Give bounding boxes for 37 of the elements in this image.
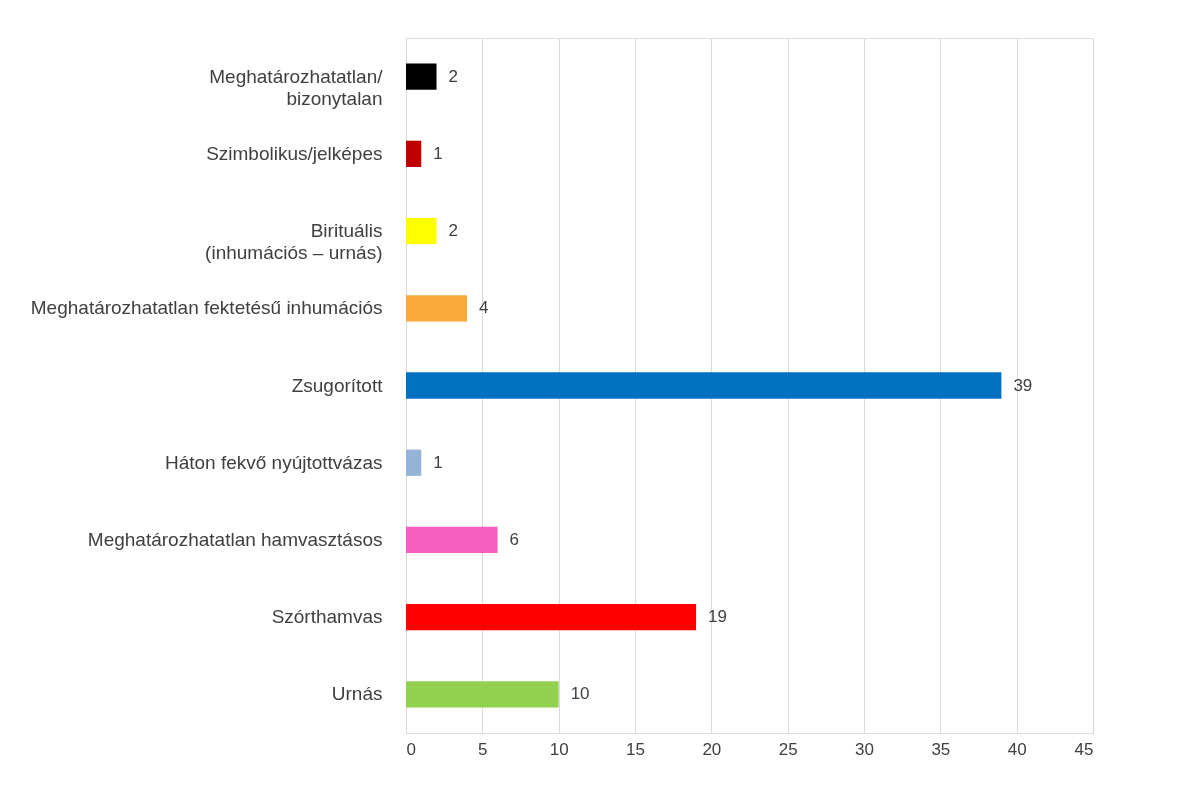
- y-tick-label: Zsugorított: [291, 374, 384, 396]
- bar: [406, 449, 422, 476]
- bar: [406, 63, 437, 90]
- y-tick-label: Szórthamvas: [271, 606, 383, 628]
- data-label: 19: [708, 607, 727, 627]
- x-tick-label: 45: [1074, 739, 1094, 759]
- y-tick-label: Birituális (inhumációs – urnás): [205, 220, 383, 264]
- x-tick-label: 30: [855, 739, 874, 759]
- y-tick-label: Meghatározhatatlan hamvasztásos: [87, 528, 383, 550]
- data-label: 1: [433, 452, 443, 472]
- y-tick-label: Háton fekvő nyújtottvázas: [164, 451, 383, 473]
- data-label: 10: [570, 684, 590, 704]
- x-tick-label: 20: [702, 739, 722, 759]
- y-tick-label: Meghatározhatatlan/ bizonytalan: [209, 65, 384, 109]
- y-tick-label: Urnás: [331, 683, 383, 705]
- data-label: 2: [448, 221, 458, 241]
- x-tick-label: 5: [478, 739, 488, 759]
- bar: [406, 604, 697, 631]
- bar: [406, 681, 559, 708]
- data-label: 39: [1013, 375, 1033, 395]
- x-tick-label: 0: [406, 739, 416, 759]
- bar: [406, 372, 1002, 399]
- x-tick-label: 15: [626, 739, 645, 759]
- bar: [406, 140, 422, 167]
- y-tick-label: Szimbolikus/jelképes: [206, 142, 383, 164]
- data-label: 4: [479, 298, 489, 318]
- y-tick-label: Meghatározhatatlan fektetésű inhumációs: [30, 297, 383, 319]
- x-tick-label: 40: [1007, 739, 1027, 759]
- data-label: 6: [509, 529, 520, 549]
- bar: [406, 526, 498, 554]
- data-label: 2: [448, 66, 458, 86]
- data-label: 1: [433, 143, 443, 163]
- x-tick-label: 25: [778, 739, 798, 759]
- bar: [406, 217, 437, 245]
- x-tick-label: 35: [931, 739, 951, 759]
- bar: [406, 295, 468, 322]
- x-tick-label: 10: [549, 739, 569, 759]
